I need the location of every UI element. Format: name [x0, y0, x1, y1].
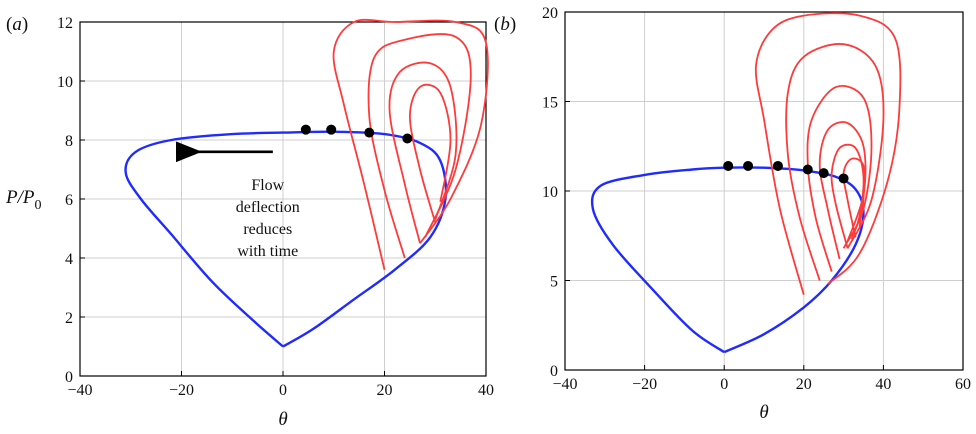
panel-a-x-tick-label: 0 [279, 382, 287, 399]
panel-a-y-tick-label: 10 [57, 74, 73, 91]
panel-b-blue-polar-curve [590, 166, 865, 354]
panel-a-red-polar-curve-3 [388, 61, 458, 244]
panel-b-x-tick-label: −20 [632, 376, 657, 393]
panel-b-y-tick-label: 10 [542, 184, 558, 201]
panel-a-annotation-line-2: deflection [236, 199, 300, 216]
panel-a-y-tick-label: 6 [65, 192, 73, 209]
panel-a-red-polar-curve-1 [332, 18, 489, 271]
panel-b-y-tick-label: 15 [542, 95, 558, 112]
panel-a-red-polar-curve-4 [409, 83, 452, 223]
panel-b-red-polar-curve-6 [842, 157, 866, 238]
panel-a-red-polar-curve-2 [367, 33, 472, 259]
panel-b-marker-point-6 [838, 173, 849, 184]
panel-a-marker-point-2 [326, 124, 337, 135]
panel-b-marker-point-5 [818, 168, 829, 179]
panel-a-x-tick-label: 20 [377, 382, 393, 399]
panel-a-marker-point-3 [364, 127, 375, 138]
panel-b-red-polar-curve-2 [785, 43, 885, 281]
panel-b-marker-point-4 [802, 164, 813, 175]
panel-a-label: (a) [6, 14, 28, 35]
panel-b-marker-point-3 [772, 160, 783, 171]
panel-b-x-tick-label: −40 [552, 376, 577, 393]
panel-a-x-tick-label: −40 [67, 382, 92, 399]
panel-b-label: (b) [494, 14, 516, 35]
panel-a-chart: −40 −20 0 20 40 0 2 4 6 8 10 12 (a) θ P/P0 Flow deflecti… [5, 14, 494, 430]
panel-a-marker-point-1 [300, 124, 311, 135]
panel-b-red-polar-curve-3 [806, 85, 873, 272]
panel-b-x-tick-label: 20 [796, 376, 812, 393]
panel-b-chart: −40 −20 0 20 40 60 0 5 10 15 20 (b) θ [494, 5, 971, 423]
panel-a-annotation-line-1: Flow [251, 177, 284, 194]
panel-a-x-axis-label: θ [278, 409, 287, 430]
panel-a-y-tick-label: 4 [65, 251, 73, 268]
panel-b-x-axis-label: θ [759, 402, 768, 423]
panel-a-x-tick-label: 40 [478, 382, 494, 399]
panel-a-x-tick-label: −20 [169, 382, 194, 399]
panel-b-x-tick-label: 40 [875, 376, 891, 393]
panel-a-y-tick-label: 8 [65, 133, 73, 150]
panel-b-marker-point-2 [743, 160, 754, 171]
panel-a-annotation-line-4: with time [237, 243, 298, 260]
panel-a-y-tick-label: 0 [65, 369, 73, 386]
panel-a-y-tick-label: 12 [57, 15, 73, 32]
panel-b-red-polar-curve-1 [754, 12, 902, 296]
panel-b-marker-point-1 [723, 160, 734, 171]
panel-b-x-tick-label: 60 [955, 376, 971, 393]
panel-a-y-tick-label: 2 [65, 310, 73, 327]
panel-b-y-tick-label: 5 [550, 274, 558, 291]
panel-a-annotation-line-3: reduces [243, 221, 292, 238]
panel-a-y-axis-label: P/P0 [5, 187, 42, 213]
panel-b-y-tick-label: 0 [550, 363, 558, 380]
panel-b-red-polar-curve-5 [830, 143, 865, 249]
panel-a-blue-polar-curve [124, 130, 448, 348]
panel-a-marker-point-4 [402, 133, 413, 144]
panel-b-y-tick-label: 20 [542, 5, 558, 22]
panel-b-x-tick-label: 0 [720, 376, 728, 393]
